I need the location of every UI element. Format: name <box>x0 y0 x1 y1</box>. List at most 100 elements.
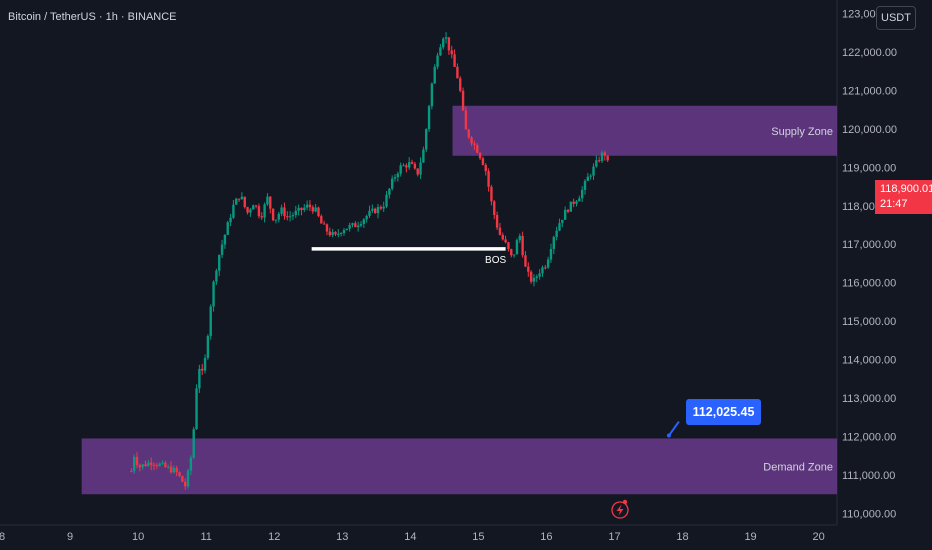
time-tick-label: 16 <box>540 531 552 543</box>
candle-body <box>141 464 144 468</box>
candle-body <box>186 470 190 487</box>
candle-body <box>155 465 159 467</box>
candle-body <box>498 227 502 235</box>
candle-body <box>269 196 272 209</box>
candle-body <box>291 215 295 217</box>
candle-body <box>249 209 252 213</box>
demand-zone-box <box>81 438 837 495</box>
candle-body <box>558 223 561 231</box>
supply-zone-box <box>452 105 837 156</box>
candle-body <box>413 163 417 169</box>
candle-body <box>257 206 261 217</box>
candle-body <box>359 223 363 226</box>
candle-body <box>317 207 320 217</box>
candle-body <box>476 144 479 153</box>
candle-body <box>507 242 510 250</box>
candle-body <box>260 216 263 218</box>
candle-body <box>288 216 292 218</box>
candle-body <box>144 464 147 467</box>
candle-body <box>178 472 181 477</box>
candle-body <box>348 225 351 229</box>
candle-body <box>456 66 459 79</box>
candle-body <box>569 201 573 212</box>
candle-body <box>169 466 173 473</box>
time-axis[interactable]: 8 9 10 11 12 13 14 15 16 17 18 19 20 <box>0 531 825 543</box>
price-callout[interactable]: 112,025.45 <box>686 399 761 425</box>
candle-body <box>603 152 607 156</box>
candle-body <box>158 463 161 466</box>
candle-body <box>572 201 575 204</box>
candle-body <box>354 223 357 228</box>
candle-body <box>212 281 215 307</box>
symbol-title[interactable]: Bitcoin / TetherUS · 1h · BINANCE <box>8 11 177 23</box>
candle-body <box>390 178 394 189</box>
candle-body <box>280 207 283 214</box>
candle-body <box>362 219 366 224</box>
price-tick-label: 119,000.00 <box>842 162 896 174</box>
candle-body <box>184 481 187 487</box>
candle-body <box>467 129 470 138</box>
candle-body <box>433 66 436 84</box>
candle-body <box>416 168 419 175</box>
candle-body <box>164 462 167 467</box>
candle-body <box>271 208 275 221</box>
candle-body <box>589 175 592 177</box>
candles-layer <box>130 32 609 490</box>
candle-body <box>473 143 476 145</box>
price-tick-label: 112,000.00 <box>842 432 896 444</box>
candle-body <box>563 209 567 220</box>
price-tick-label: 116,000.00 <box>842 278 896 290</box>
candle-body <box>218 254 221 271</box>
candle-body <box>461 90 465 111</box>
candle-body <box>578 198 581 202</box>
candle-body <box>175 467 178 473</box>
candle-body <box>566 209 570 212</box>
candle-body <box>235 198 238 205</box>
callout-anchor <box>666 433 671 438</box>
price-axis[interactable]: 110,000.00 111,000.00 112,000.00 113,000.00… <box>842 8 897 520</box>
price-tick-label: 115,000.00 <box>842 316 896 328</box>
candle-body <box>561 219 564 224</box>
candle-body <box>138 465 142 468</box>
candle-body <box>504 239 507 243</box>
candle-body <box>203 357 207 371</box>
candle-body <box>555 230 558 238</box>
candle-body <box>538 273 541 277</box>
candle-body <box>524 255 527 267</box>
candle-body <box>240 196 244 200</box>
candle-body <box>396 173 400 178</box>
candle-body <box>450 50 453 55</box>
candle-body <box>345 228 349 231</box>
candle-body <box>586 176 590 181</box>
candle-body <box>232 204 235 218</box>
candle-body <box>405 165 408 168</box>
time-tick-label: 17 <box>608 531 620 543</box>
zones-layer: Supply Zone Demand Zone <box>81 105 837 495</box>
candle-body <box>189 457 193 471</box>
candle-body <box>600 152 604 161</box>
candle-body <box>575 201 578 204</box>
price-tick-label: 111,000.00 <box>842 470 895 482</box>
time-tick-label: 11 <box>200 531 211 543</box>
candle-body <box>595 160 598 167</box>
candle-body <box>515 240 519 255</box>
supply-zone-label: Supply Zone <box>771 126 833 138</box>
candle-body <box>583 180 587 190</box>
currency-button[interactable]: USDT <box>876 6 916 30</box>
candle-body <box>286 216 289 218</box>
candle-body <box>209 306 212 336</box>
candle-body <box>379 207 383 209</box>
candle-body <box>490 186 493 202</box>
candle-body <box>382 206 385 209</box>
candle-body <box>464 110 468 130</box>
bos-label: BOS <box>485 255 506 266</box>
time-tick-label: 14 <box>404 531 416 543</box>
candle-body <box>541 267 544 274</box>
lightning-icon[interactable] <box>611 499 629 519</box>
candle-body <box>430 83 434 107</box>
candle-body <box>252 205 255 210</box>
candle-body <box>192 429 195 458</box>
price-tick-label: 110,000.00 <box>842 508 896 520</box>
candle-body <box>487 171 490 187</box>
